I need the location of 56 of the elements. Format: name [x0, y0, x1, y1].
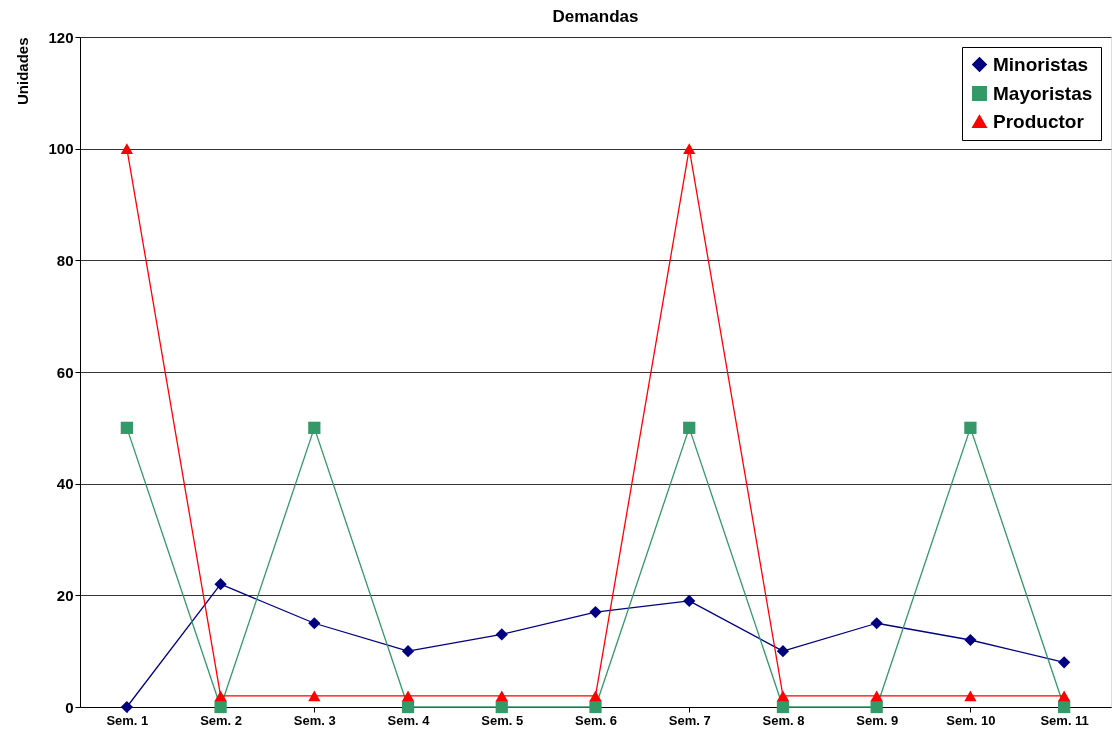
point: [964, 633, 977, 647]
point: [683, 421, 696, 434]
point: [776, 690, 790, 702]
x-tick-label: Sem. 10: [946, 712, 996, 728]
x-tick-label: Sem. 5: [481, 712, 524, 728]
point: [495, 628, 508, 641]
point: [214, 690, 227, 702]
x-tick-label: Sem. 11: [1040, 712, 1089, 728]
point: [495, 690, 508, 702]
point: [776, 700, 790, 714]
x-tick-label: Sem. 2: [200, 712, 243, 728]
x-tick-label: Sem. 9: [856, 712, 899, 728]
point: [401, 690, 415, 702]
x-tick-label: Sem. 7: [668, 712, 711, 728]
point: [214, 700, 227, 714]
point: [495, 700, 508, 714]
y-tick-label: 40: [56, 475, 74, 493]
point: [870, 617, 883, 630]
y-tick-label: 20: [56, 586, 74, 604]
point: [120, 421, 133, 434]
point: [1058, 690, 1071, 702]
y-tick-label: 80: [56, 251, 74, 269]
point: [683, 143, 696, 154]
point: [308, 421, 321, 434]
chart-title: Demandas: [552, 7, 639, 26]
point: [1058, 656, 1071, 669]
legend-label: Mayoristas: [993, 82, 1093, 104]
point: [308, 617, 321, 630]
point: [870, 690, 883, 702]
point: [870, 700, 883, 714]
point: [589, 690, 602, 702]
point: [214, 578, 227, 591]
legend-label: Productor: [993, 110, 1085, 132]
x-tick-label: Sem. 8: [762, 712, 805, 728]
x-tick-label: Sem. 4: [387, 712, 431, 728]
point: [401, 645, 415, 658]
y-tick-label: 100: [48, 140, 74, 158]
x-tick-label: Sem. 1: [106, 712, 149, 728]
point: [964, 690, 977, 702]
point: [120, 143, 133, 154]
point: [308, 690, 321, 702]
point: [683, 594, 696, 608]
point: [964, 421, 977, 434]
y-axis-title: Unidades: [13, 37, 31, 106]
y-tick-label: 0: [65, 698, 74, 716]
y-tick-label: 60: [56, 363, 74, 381]
legend-label: Minoristas: [993, 53, 1089, 75]
x-tick-label: Sem. 6: [575, 712, 617, 728]
point: [401, 700, 415, 714]
point: [120, 700, 133, 714]
point: [589, 700, 602, 714]
point: [1058, 700, 1071, 714]
point: [589, 605, 602, 619]
point: [776, 645, 790, 658]
y-tick-label: 120: [48, 28, 74, 46]
x-tick-label: Sem. 3: [293, 712, 336, 728]
